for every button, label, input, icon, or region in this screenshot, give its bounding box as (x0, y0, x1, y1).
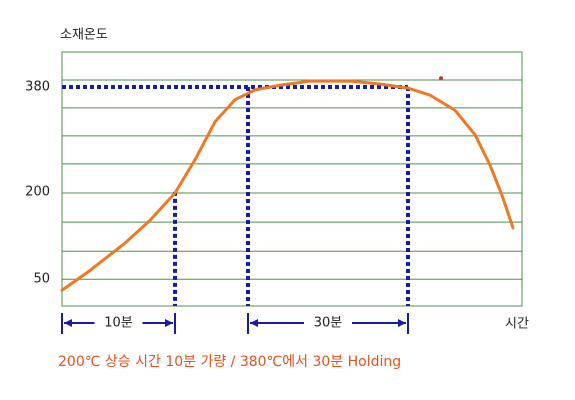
caption: 200℃ 상승 시간 10분 가량 / 380℃에서 30분 Holding (58, 354, 401, 370)
span-label: 10분 (104, 316, 133, 331)
plot-frame (61, 51, 523, 307)
temperature-curve (60, 79, 515, 292)
arrow-head (398, 319, 406, 327)
point (439, 76, 443, 81)
y-tick-label: 200 (25, 184, 50, 199)
x-axis-label: 시간 (505, 317, 529, 332)
y-tick-label: 380 (25, 79, 50, 94)
arrow-head (64, 319, 72, 327)
arrow-head (165, 319, 173, 327)
arrow-head (250, 319, 258, 327)
span-label: 30분 (314, 316, 343, 331)
y-axis-label: 소재온도 (60, 28, 108, 43)
y-tick-label: 50 (33, 272, 50, 287)
